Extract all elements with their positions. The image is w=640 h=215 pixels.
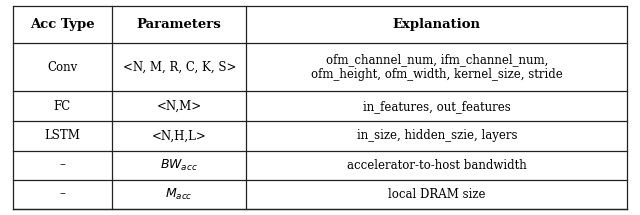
- Text: $\mathit{M}_{acc}$: $\mathit{M}_{acc}$: [165, 186, 193, 202]
- Text: –: –: [60, 158, 65, 172]
- Text: <N,H,L>: <N,H,L>: [152, 129, 207, 143]
- Text: LSTM: LSTM: [44, 129, 81, 143]
- Text: <N, M, R, C, K, S>: <N, M, R, C, K, S>: [122, 61, 236, 74]
- Text: –: –: [60, 187, 65, 201]
- Text: accelerator-to-host bandwidth: accelerator-to-host bandwidth: [347, 158, 527, 172]
- Text: Explanation: Explanation: [393, 18, 481, 31]
- Text: local DRAM size: local DRAM size: [388, 187, 486, 201]
- Text: Parameters: Parameters: [137, 18, 221, 31]
- Text: Acc Type: Acc Type: [30, 18, 95, 31]
- Text: FC: FC: [54, 100, 71, 113]
- Text: <N,M>: <N,M>: [157, 100, 202, 113]
- Text: $\mathit{BW}_{acc}$: $\mathit{BW}_{acc}$: [160, 157, 198, 173]
- Text: Conv: Conv: [47, 61, 77, 74]
- Text: ofm_height, ofm_width, kernel_size, stride: ofm_height, ofm_width, kernel_size, stri…: [311, 68, 563, 81]
- Text: in_size, hidden_szie, layers: in_size, hidden_szie, layers: [356, 129, 517, 143]
- Text: ofm_channel_num, ifm_channel_num,: ofm_channel_num, ifm_channel_num,: [326, 53, 548, 66]
- Text: in_features, out_features: in_features, out_features: [363, 100, 511, 113]
